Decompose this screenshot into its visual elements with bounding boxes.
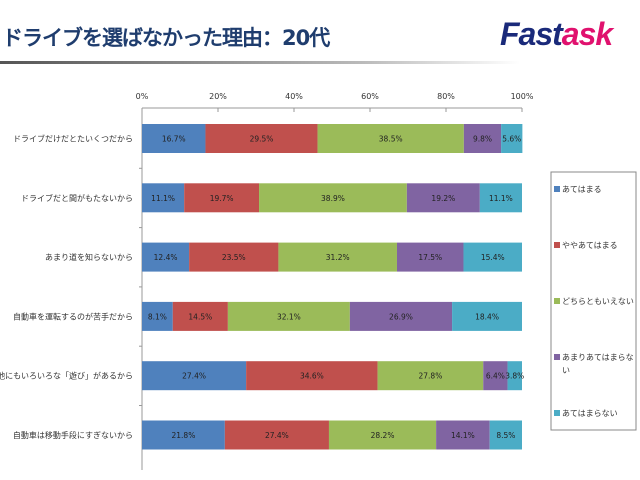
bar-segment <box>142 124 206 153</box>
data-label: 3.8% <box>505 372 524 381</box>
data-label: 27.8% <box>419 372 443 381</box>
bar-segment <box>489 420 522 450</box>
x-tick-label: 60% <box>361 92 379 101</box>
bar-segment <box>259 183 407 213</box>
data-label: 18.4% <box>475 312 499 321</box>
data-label: 9.8% <box>473 135 492 144</box>
data-label: 31.2% <box>326 253 350 262</box>
data-label: 32.1% <box>277 312 301 321</box>
bar-segment <box>224 420 329 450</box>
bar-segment <box>406 183 480 213</box>
data-label: 29.5% <box>250 135 274 144</box>
data-label: 14.1% <box>451 431 475 440</box>
category-label: 他にもいろいろな「遊び」があるから <box>0 371 133 381</box>
data-label: 28.2% <box>371 431 395 440</box>
x-tick-label: 80% <box>437 92 455 101</box>
data-label: 11.1% <box>151 194 175 203</box>
legend-swatch <box>554 354 560 360</box>
header-divider <box>0 61 520 64</box>
legend-swatch <box>554 242 560 248</box>
bar-segment <box>142 420 225 450</box>
bar-segment <box>463 242 522 272</box>
bar-segment <box>328 420 437 450</box>
bar-segment <box>142 242 190 272</box>
category-label: ドライブだけだとたいくつだから <box>13 134 133 144</box>
bar-segment <box>246 361 378 391</box>
bar-segment <box>142 361 247 391</box>
data-label: 17.5% <box>418 253 442 262</box>
legend-swatch <box>554 186 560 192</box>
category-label: あまり道を知らないから <box>45 252 133 262</box>
data-label: 14.5% <box>188 312 212 321</box>
data-label: 5.6% <box>502 135 521 144</box>
bar-segment <box>507 361 522 391</box>
bar-segment <box>377 361 484 391</box>
bar-segment <box>227 301 350 331</box>
bar-segment <box>436 420 490 450</box>
legend-label: どちらともいえない <box>562 297 634 306</box>
bar-segment <box>189 242 279 272</box>
data-label: 8.1% <box>148 312 167 321</box>
data-label: 27.4% <box>265 431 289 440</box>
bar-segment <box>142 301 173 331</box>
bar-segment <box>396 242 464 272</box>
x-tick-label: 100% <box>511 92 534 101</box>
fastask-logo: Fastask <box>500 16 613 52</box>
category-label: 自動車を運転するのが苦手だから <box>13 311 133 321</box>
data-label: 19.2% <box>431 194 455 203</box>
data-label: 15.4% <box>481 253 505 262</box>
legend-label: あまりあてはまらな <box>562 353 634 362</box>
bar-segment <box>463 124 502 153</box>
x-tick-label: 0% <box>136 92 149 101</box>
legend-label: ややあてはまる <box>562 241 618 250</box>
bar-segment <box>184 183 260 213</box>
data-label: 6.4% <box>486 372 505 381</box>
category-label: ドライブだと間がもたないから <box>21 193 133 203</box>
data-label: 38.5% <box>379 135 403 144</box>
data-label: 26.9% <box>389 312 413 321</box>
legend-box <box>550 171 637 431</box>
bar-segment <box>501 124 523 153</box>
data-label: 12.4% <box>154 253 178 262</box>
data-label: 38.9% <box>321 194 345 203</box>
bar-segment <box>317 124 464 153</box>
bar-segment <box>479 183 522 213</box>
bar-segment <box>172 301 228 331</box>
data-label: 23.5% <box>222 253 246 262</box>
x-tick-label: 20% <box>209 92 227 101</box>
data-label: 19.7% <box>210 194 234 203</box>
legend-swatch <box>554 410 560 416</box>
legend-label: あてはまる <box>562 185 602 194</box>
bar-segment <box>142 183 185 213</box>
page-title: ドライブを選ばなかった理由：20代 <box>2 26 330 50</box>
bar-segment <box>278 242 397 272</box>
bar-segment <box>349 301 453 331</box>
data-label: 16.7% <box>162 135 186 144</box>
data-label: 11.1% <box>489 194 513 203</box>
legend-label: あてはまらない <box>562 409 618 418</box>
bar-segment <box>452 301 522 331</box>
legend-label-cont: い <box>562 366 570 375</box>
data-label: 8.5% <box>496 431 515 440</box>
x-tick-label: 40% <box>285 92 303 101</box>
bar-segment <box>483 361 508 391</box>
data-label: 34.6% <box>300 372 324 381</box>
legend-swatch <box>554 298 560 304</box>
data-label: 21.8% <box>172 431 196 440</box>
data-label: 27.4% <box>182 372 206 381</box>
bar-segment <box>205 124 318 153</box>
category-label: 自動車は移動手段にすぎないから <box>13 430 133 440</box>
